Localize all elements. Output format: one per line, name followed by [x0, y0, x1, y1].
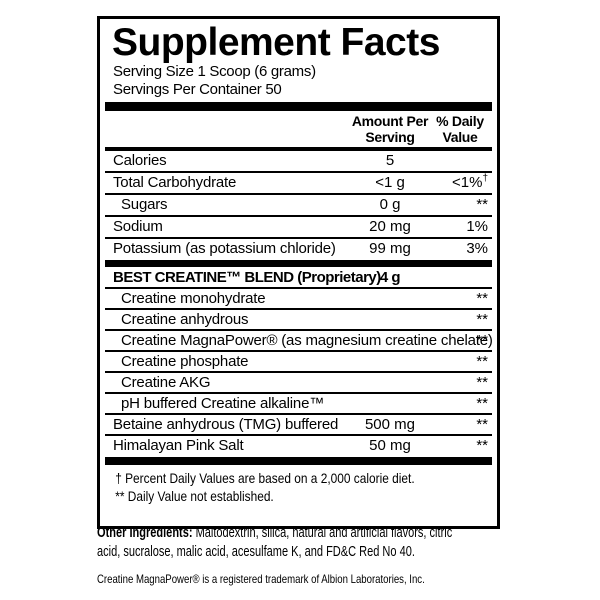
- table-row: Sodium 20 mg 1%: [105, 215, 492, 237]
- facts-title: Supplement Facts: [112, 21, 440, 64]
- supplement-facts-panel: Supplement Facts Serving Size 1 Scoop (6…: [97, 16, 500, 529]
- table-row: Total Carbohydrate <1 g <1%†: [105, 171, 492, 193]
- amount-value: 5: [385, 152, 395, 169]
- amount-per-serving-header: Amount Per Serving: [351, 113, 429, 145]
- table-row: Creatine monohydrate **: [105, 287, 492, 308]
- percent-daily-value-header: % Daily Value: [436, 113, 484, 145]
- other-ingredients-line1: Other Ingredients: Maltodextrin, silica,…: [97, 524, 504, 543]
- other-ingredients: Other Ingredients: Maltodextrin, silica,…: [97, 524, 503, 562]
- ingredient-name: Creatine MagnaPower® (as magnesium creat…: [121, 332, 493, 349]
- ingredient-name: Creatine AKG: [121, 374, 211, 391]
- table-row: BEST CREATINE™ BLEND (Proprietary) 4 g: [105, 268, 492, 287]
- ingredient-name: Creatine anhydrous: [121, 311, 249, 328]
- column-headers: Amount Per Serving % Daily Value: [105, 113, 492, 151]
- footnote-not-established: ** Daily Value not established.: [115, 488, 274, 504]
- table-row: Creatine anhydrous **: [105, 308, 492, 329]
- other-ingredients-text2: acid, sucralose, malic acid, acesulfame …: [97, 544, 415, 560]
- daily-value: **: [476, 395, 488, 412]
- dagger-footnote-marker: †: [482, 173, 488, 184]
- footnote-daily-values: † Percent Daily Values are based on a 2,…: [115, 470, 415, 486]
- ingredient-name: Himalayan Pink Salt: [113, 437, 244, 454]
- daily-value: 3%: [466, 240, 488, 257]
- ingredient-name: Sugars: [121, 196, 168, 213]
- other-ingredients-label: Other Ingredients:: [97, 525, 193, 541]
- daily-value: **: [476, 196, 488, 213]
- ingredient-name: Total Carbohydrate: [113, 174, 237, 191]
- table-row: Betaine anhydrous (TMG) buffered 500 mg **: [105, 413, 492, 434]
- ingredient-name: Calories: [113, 152, 167, 169]
- daily-value: **: [476, 416, 488, 433]
- table-row: Calories 5: [105, 151, 492, 171]
- daily-value: **: [476, 311, 488, 328]
- thick-divider-bar: [105, 102, 492, 111]
- daily-value: <1%†: [451, 173, 488, 192]
- ingredient-name: Creatine phosphate: [121, 353, 249, 370]
- section-divider-bar: [105, 260, 492, 267]
- table-row: pH buffered Creatine alkaline™ **: [105, 392, 492, 413]
- daily-value: **: [476, 290, 488, 307]
- table-row: Creatine AKG **: [105, 371, 492, 392]
- table-row: Sugars 0 g **: [105, 193, 492, 215]
- ingredient-name: BEST CREATINE™ BLEND (Proprietary): [113, 269, 381, 286]
- ingredient-name: pH buffered Creatine alkaline™: [121, 395, 325, 412]
- ingredient-name: Potassium (as potassium chloride): [113, 240, 336, 257]
- amount-value: 4 g: [379, 269, 401, 286]
- amount-value: 99 mg: [369, 240, 411, 257]
- daily-value: **: [476, 437, 488, 454]
- daily-value: **: [476, 374, 488, 391]
- serving-size-line: Serving Size 1 Scoop (6 grams): [113, 63, 316, 80]
- footnotes: † Percent Daily Values are based on a 2,…: [105, 469, 503, 505]
- other-ingredients-line2: acid, sucralose, malic acid, acesulfame …: [97, 543, 504, 562]
- thick-divider-bar-bottom: [105, 457, 492, 465]
- amount-value: 500 mg: [364, 416, 416, 433]
- daily-value: **: [476, 332, 488, 349]
- table-row: Creatine phosphate **: [105, 350, 492, 371]
- daily-value: **: [476, 353, 488, 370]
- table-row: Creatine MagnaPower® (as magnesium creat…: [105, 329, 493, 350]
- amount-value: 0 g: [379, 196, 401, 213]
- amount-value: 50 mg: [369, 437, 411, 454]
- table-row: Potassium (as potassium chloride) 99 mg 3%: [105, 237, 492, 259]
- ingredient-name: Betaine anhydrous (TMG) buffered: [113, 416, 339, 433]
- ingredient-name: Sodium: [113, 218, 163, 235]
- daily-value: 1%: [466, 218, 488, 235]
- amount-value: <1 g: [375, 174, 405, 191]
- servings-per-container-line: Servings Per Container 50: [113, 81, 282, 98]
- trademark-note: Creatine MagnaPower® is a registered tra…: [97, 572, 425, 586]
- amount-value: 20 mg: [369, 218, 411, 235]
- facts-table-body: Calories 5 Total Carbohydrate <1 g <1%† Sugar…: [105, 151, 493, 455]
- table-row: Himalayan Pink Salt 50 mg **: [105, 434, 492, 455]
- other-ingredients-text1: Maltodextrin, silica, natural and artifi…: [195, 525, 453, 541]
- ingredient-name: Creatine monohydrate: [121, 290, 266, 307]
